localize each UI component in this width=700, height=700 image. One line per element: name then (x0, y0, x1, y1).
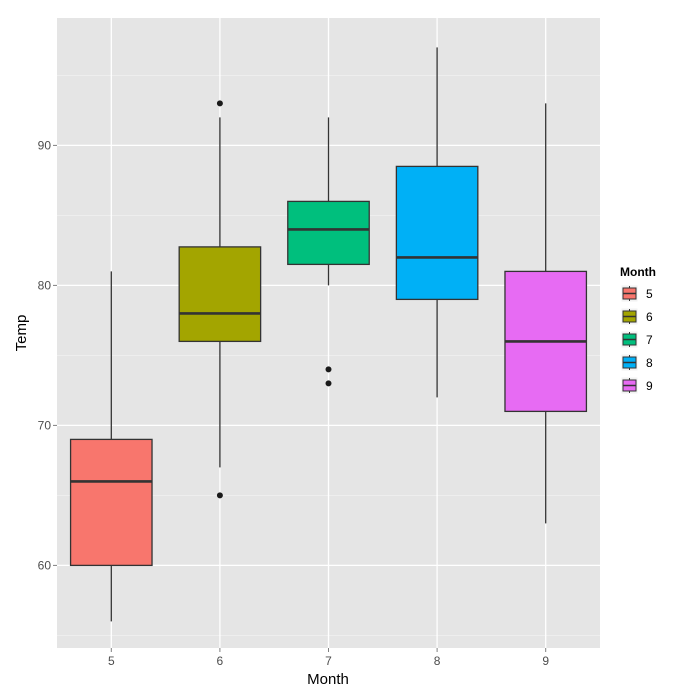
legend-title: Month (620, 265, 656, 279)
legend: Month 5 6 7 8 9 (620, 265, 656, 395)
box-month-8 (395, 47, 479, 398)
x-axis-ticks: 5 6 7 8 9 (108, 648, 549, 668)
y-tick-label: 80 (38, 278, 52, 292)
box-iqr (69, 438, 153, 567)
x-tick-label: 9 (542, 654, 549, 668)
legend-item-6: 6 (620, 307, 653, 326)
x-tick-label: 6 (217, 654, 224, 668)
legend-label: 6 (646, 310, 653, 324)
x-tick-label: 8 (434, 654, 441, 668)
legend-label: 9 (646, 379, 653, 393)
legend-label: 7 (646, 333, 653, 347)
box-iqr (395, 165, 479, 301)
box-month-9 (504, 103, 588, 524)
x-tick-label: 7 (325, 654, 332, 668)
box-series (69, 47, 588, 622)
legend-label: 8 (646, 356, 653, 370)
legend-item-5: 5 (620, 284, 653, 303)
box-iqr (178, 246, 262, 343)
box-iqr (287, 200, 370, 266)
box-month-7 (287, 117, 370, 387)
outlier-point (325, 366, 332, 373)
y-tick-label: 90 (38, 138, 52, 152)
y-tick-label: 70 (38, 418, 52, 432)
y-axis-title: Temp (13, 315, 30, 352)
legend-item-8: 8 (620, 353, 653, 372)
legend-item-7: 7 (620, 330, 653, 349)
legend-label: 5 (646, 287, 653, 301)
y-axis-ticks: 60 70 80 90 (38, 138, 57, 572)
legend-items: 5 6 7 8 9 (620, 284, 653, 395)
y-tick-label: 60 (38, 558, 52, 572)
x-axis-title: Month (307, 671, 349, 688)
box-month-6 (178, 100, 262, 499)
x-tick-label: 5 (108, 654, 115, 668)
box-month-5 (69, 271, 153, 622)
outlier-point (325, 380, 332, 387)
outlier-point (216, 100, 223, 107)
legend-item-9: 9 (620, 376, 653, 395)
outlier-point (216, 492, 223, 499)
